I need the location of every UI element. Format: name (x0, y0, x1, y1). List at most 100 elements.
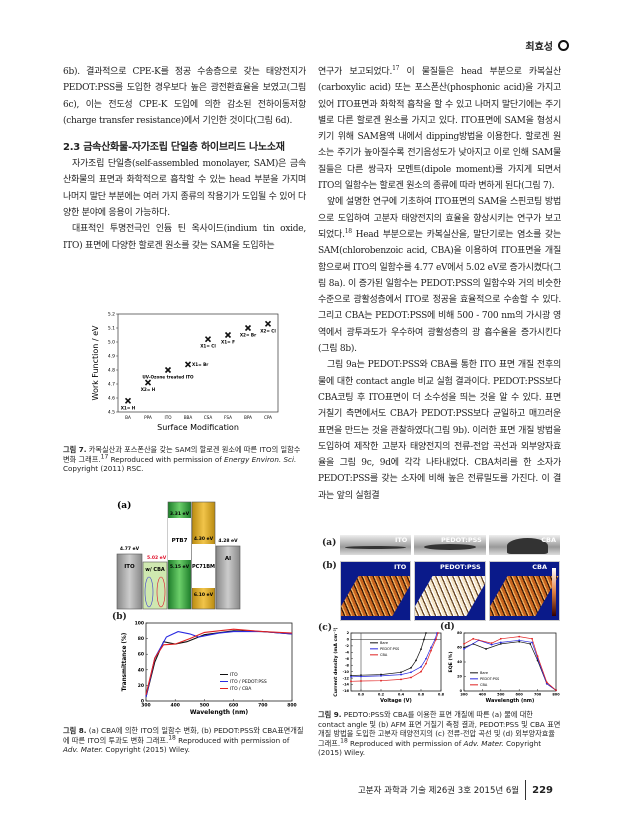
y-tick-label: 60 (457, 646, 462, 650)
y-tick-label: 60 (138, 652, 144, 658)
x-tick-label: CPA (264, 415, 272, 420)
caption-ref: 17 (100, 453, 109, 461)
x-tick-label: 500 (497, 693, 505, 697)
data-point (472, 637, 475, 640)
data-point (531, 637, 533, 640)
caption-copy: Copyright (2015) Wiley. (318, 738, 542, 758)
data-point (518, 639, 521, 642)
data-point (204, 336, 212, 343)
figure-7-caption: 그림 7. 카복실산과 포스폰산을 갖는 SAM의 할로겐 원소에 따른 ITO… (63, 445, 306, 474)
data-point (124, 397, 132, 404)
y-tick-label: 4.8 (108, 368, 115, 374)
right-column: 연구가 보고되었다.17 이 물질들은 head 부분으로 카복실산(carbo… (318, 64, 561, 504)
series-line-bare (463, 641, 557, 691)
legend-label: CBA (380, 653, 388, 657)
image-label: ITO (394, 536, 408, 544)
y-tick-label: -4 (345, 651, 349, 655)
y-tick-label: 20 (138, 683, 144, 689)
pcbm-lumo: 4.30 eV (194, 536, 214, 542)
ptb7-gap (168, 518, 191, 560)
y-tick-label: 5.1 (108, 326, 115, 332)
data-point (420, 670, 422, 673)
page-footer: 고분자 과학과 기술 제26권 3호 2015년 6월 229 (358, 780, 553, 800)
data-point (536, 655, 539, 658)
y-axis-label: Transmittance (%) (122, 632, 128, 691)
caption-text: PEDTO:PSS와 CBA를 이용한 표면 개질에 따른 (a) 물에 대한 … (318, 710, 561, 748)
data-point (400, 671, 402, 674)
data-point (360, 674, 362, 677)
data-point (350, 675, 352, 678)
ptb7-lumo: 3.31 eV (170, 511, 190, 517)
data-point (555, 689, 557, 692)
legend-label: PEDOT:PSS (380, 647, 400, 651)
data-point (425, 657, 427, 660)
y-tick-label: 4.6 (108, 396, 115, 402)
data-point (490, 642, 493, 645)
point-label: X1= F (221, 340, 235, 345)
caption-copy: Copyright (2015) Wiley. (103, 745, 190, 755)
paragraph: 자가조립 단일층(self-assembled monolayer, SAM)은… (63, 159, 306, 219)
data-point (430, 649, 432, 652)
y-tick-label: 0 (347, 638, 350, 642)
pcbm-gap (192, 544, 215, 588)
data-point (499, 642, 502, 645)
ito-block (116, 553, 143, 610)
series-line-cba (463, 636, 557, 691)
caption-journal: Energy Environ. Sci. (224, 454, 297, 464)
x-tick-label: 0.8 (438, 693, 445, 697)
data-point (499, 641, 502, 644)
y-tick-label: 2 (347, 631, 350, 635)
data-point (518, 640, 521, 643)
ito-label: ITO (124, 564, 135, 570)
y-tick-label: 4.9 (108, 354, 115, 360)
data-point (463, 646, 465, 649)
x-tick-label: 600 (516, 693, 524, 697)
y-tick-label: 5.2 (108, 312, 115, 318)
data-point (360, 680, 362, 682)
caption-repro: Reproduced with permission of (175, 735, 290, 745)
caption-repro: Reproduced with permission of (108, 454, 225, 464)
legend-label: Bare (380, 641, 388, 645)
page-number: 229 (532, 784, 553, 796)
panel-label-d: (d) (440, 622, 455, 632)
x-tick-label: 0.2 (378, 693, 385, 697)
ref: 18 (344, 227, 352, 235)
series-line-itocba (145, 628, 293, 695)
figure-9d-chart: 300 400 500 600 700 800 0 20 40 60 80 Bare PEDOT:PSS… (448, 631, 560, 704)
data-point (350, 680, 352, 683)
x-tick-label: BPA (244, 415, 252, 420)
divider (525, 780, 527, 800)
figure-7-chart: 4.5 4.6 4.7 4.8 4.9 5.0 5.1 5.2 BA X1= H PPA X2= H I… (91, 312, 279, 432)
journal-info: 고분자 과학과 기술 제26권 3호 2015년 6월 (357, 786, 520, 796)
panel-label-a: (a) (117, 500, 131, 511)
x-tick-label: 0.6 (418, 693, 425, 697)
y-axis-label: EQE (%) (448, 651, 454, 672)
y-tick-label: 80 (138, 636, 144, 642)
legend-label: CBA (480, 683, 488, 687)
data-point (380, 679, 382, 682)
data-point (264, 320, 272, 327)
caption-ref: 18 (168, 734, 176, 742)
data-point (380, 673, 382, 676)
x-tick-label: 300 (141, 703, 150, 709)
y-tick-label: -8 (345, 663, 349, 667)
caption-copy: Copyright (2011) RSC. (63, 464, 144, 474)
x-tick-label: BBA (184, 415, 193, 420)
data-point (410, 676, 412, 679)
data-point (485, 648, 487, 650)
paragraph: 대표적인 투명전극인 인듐 틴 옥사이드(indium tin oxide, I… (63, 224, 306, 251)
author-name: 최효성 (525, 42, 553, 53)
caption-label: 그림 8. (63, 726, 87, 735)
y-tick-label: 0 (141, 699, 144, 705)
data-point (425, 662, 427, 665)
point-label: X1= Cl (200, 344, 216, 349)
cba-level: 5.02 eV (147, 555, 167, 561)
data-point (499, 637, 502, 640)
plot-frame (145, 622, 293, 702)
legend-label: PEDOT:PSS (480, 677, 500, 681)
text: Head 부분으로는 카복실산을, 말단기로는 염소를 갖는 SAM(chlor… (318, 229, 561, 355)
y-tick-label: 4.5 (108, 410, 115, 416)
figure-8-caption: 그림 8. (a) CBA에 의한 ITO의 일함수 변화, (b) PEDOT… (63, 726, 306, 755)
point-label: X2= Br (240, 333, 257, 338)
afm-images: ITO PEDOT:PSS CBA (340, 561, 560, 621)
